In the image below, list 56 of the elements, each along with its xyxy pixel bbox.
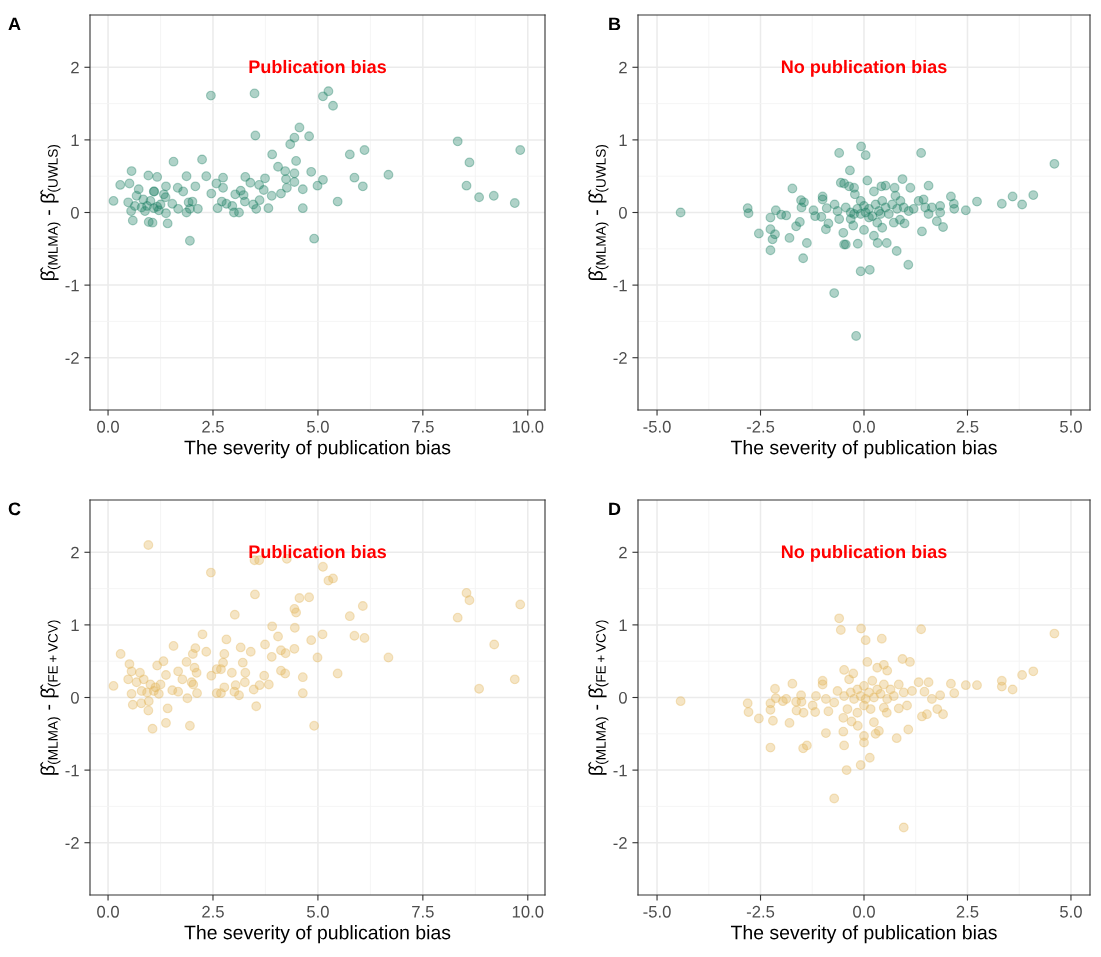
y-tick-label: -1 xyxy=(613,279,627,292)
y-tick-label: 0 xyxy=(70,206,79,219)
y-axis-title: β̂$_{(MLMA)}$ - β̂$_{(UWLS)}$ xyxy=(40,144,61,281)
y-tick-label: 2 xyxy=(619,546,627,559)
y-tick-label: -1 xyxy=(65,279,79,292)
y-tick-label: -2 xyxy=(613,352,627,364)
x-tick-label: 5.0 xyxy=(1060,905,1082,918)
x-axis-title: The severity of publication bias xyxy=(184,440,451,459)
x-axis-title: The severity of publication bias xyxy=(184,925,451,944)
x-tick-label: 0.0 xyxy=(853,905,875,918)
y-tick-label: 0 xyxy=(618,206,627,219)
x-axis-title: The severity of publication bias xyxy=(730,440,997,459)
x-tick-label: -5.0 xyxy=(643,905,671,918)
x-tick-label: -2.5 xyxy=(746,420,775,433)
y-axis-title: β̂$_{(MLMA)}$ - β̂$_{(FE+VCV)}$ xyxy=(588,620,609,775)
x-tick-label: 0.0 xyxy=(97,905,119,918)
y-tick-label: -1 xyxy=(65,764,79,777)
y-tick-label: -2 xyxy=(65,837,79,849)
x-tick-label: 10.0 xyxy=(512,420,544,433)
y-tick-label: 1 xyxy=(71,619,79,631)
x-tick-label: -2.5 xyxy=(746,905,775,918)
x-tick-label: 5.0 xyxy=(1060,420,1082,433)
x-tick-label: 2.5 xyxy=(956,420,979,433)
y-tick-label: 2 xyxy=(71,61,79,74)
x-tick-label: 0.0 xyxy=(97,420,119,433)
annotation: No publication bias xyxy=(781,59,947,77)
y-axis-title: β̂$_{(MLMA)}$ - β̂$_{(FE+VCV)}$ xyxy=(40,620,61,775)
chart-title: B xyxy=(609,17,621,31)
chart-title: A xyxy=(8,17,21,31)
annotation: No publication bias xyxy=(781,544,947,562)
annotation: Publication bias xyxy=(249,59,386,74)
y-tick-label: -2 xyxy=(613,837,627,849)
y-tick-label: -2 xyxy=(65,352,79,364)
x-tick-label: -5.0 xyxy=(643,420,671,433)
chart-title: D xyxy=(609,502,621,516)
x-tick-label: 10.0 xyxy=(512,905,544,918)
y-tick-label: 1 xyxy=(619,134,627,146)
x-tick-label: 2.5 xyxy=(956,905,979,918)
y-tick-label: 1 xyxy=(619,619,627,631)
annotation: Publication bias xyxy=(249,544,386,559)
x-tick-label: 5.0 xyxy=(307,905,329,918)
y-tick-label: 2 xyxy=(71,546,79,559)
chart-title: C xyxy=(8,502,21,516)
y-tick-label: 0 xyxy=(70,691,79,704)
x-tick-label: 2.5 xyxy=(202,420,224,433)
y-tick-label: 2 xyxy=(619,61,627,74)
x-axis-title: The severity of publication bias xyxy=(730,925,997,944)
y-tick-label: -1 xyxy=(613,764,627,777)
x-tick-label: 7.5 xyxy=(412,421,434,433)
x-tick-label: 5.0 xyxy=(307,420,329,433)
y-axis-title: β̂$_{(MLMA)}$ - β̂$_{(UWLS)}$ xyxy=(588,144,609,281)
y-tick-label: 0 xyxy=(618,691,627,704)
x-tick-label: 0.0 xyxy=(853,420,875,433)
x-tick-label: 7.5 xyxy=(412,906,434,918)
y-tick-label: 1 xyxy=(71,134,79,146)
x-tick-label: 2.5 xyxy=(202,905,224,918)
